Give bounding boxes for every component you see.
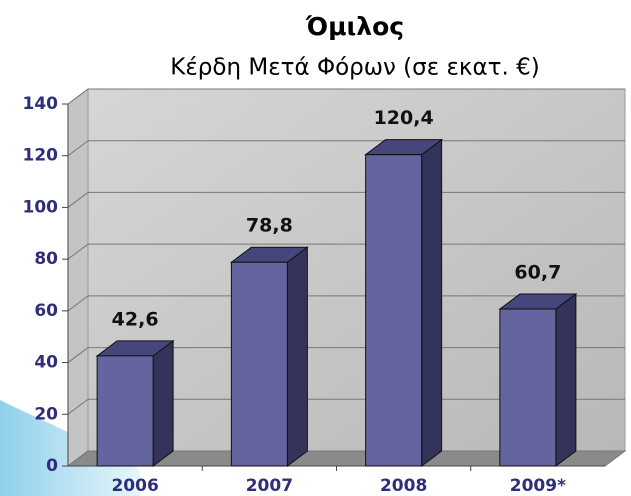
y-tick-label: 100 bbox=[23, 197, 59, 217]
value-label: 42,6 bbox=[112, 308, 159, 330]
chart-subtitle: Κέρδη Μετά Φόρων (σε εκατ. €) bbox=[170, 55, 539, 81]
chart: Όμιλος Κέρδη Μετά Φόρων (σε εκατ. €) 0 20… bbox=[0, 0, 631, 496]
bar bbox=[97, 356, 153, 466]
x-tick-label: 2007 bbox=[246, 476, 293, 496]
y-tick-label: 60 bbox=[34, 301, 58, 321]
bar-side bbox=[556, 294, 576, 466]
y-tick-label: 120 bbox=[23, 146, 59, 166]
chart-title: Όμιλος bbox=[305, 12, 404, 41]
bar-side bbox=[153, 341, 173, 466]
y-tick-label: 40 bbox=[34, 353, 58, 373]
value-label: 78,8 bbox=[246, 215, 293, 237]
bar-side bbox=[287, 247, 307, 466]
x-tick-label: 2006 bbox=[111, 476, 158, 496]
x-tick-label: 2008 bbox=[380, 476, 427, 496]
bar-side bbox=[422, 140, 442, 466]
value-label: 60,7 bbox=[514, 262, 561, 284]
y-tick-label: 0 bbox=[46, 456, 58, 476]
side-wall bbox=[68, 89, 88, 466]
value-label: 120,4 bbox=[374, 107, 434, 129]
y-tick-label: 80 bbox=[34, 249, 58, 269]
y-tick-label: 20 bbox=[34, 404, 58, 424]
x-tick-label: 2009* bbox=[510, 476, 566, 496]
bar bbox=[231, 262, 287, 466]
bar bbox=[500, 309, 556, 466]
y-tick-label: 140 bbox=[23, 94, 59, 114]
bar bbox=[366, 155, 422, 466]
